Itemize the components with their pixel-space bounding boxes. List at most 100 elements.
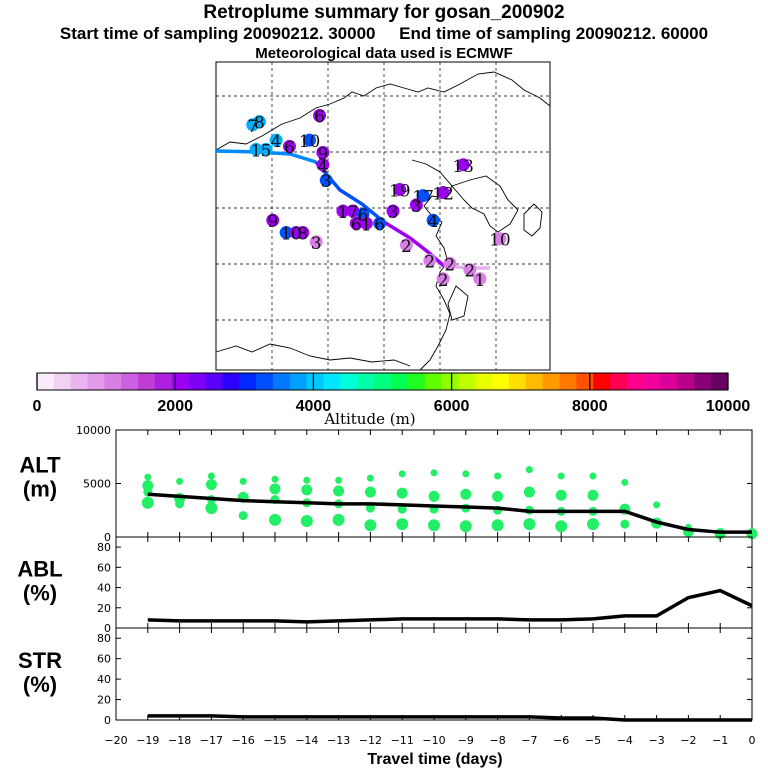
- plume-label: 6: [351, 215, 362, 235]
- panel-ylabel: ABL: [17, 557, 62, 582]
- colorbar-swatch: [542, 373, 560, 390]
- plume-label: 1: [251, 141, 262, 161]
- plume-dot: [436, 186, 450, 200]
- cluster-point: [175, 499, 185, 509]
- x-tick-label: 0: [749, 734, 756, 747]
- plume-label: 5: [261, 141, 272, 161]
- cluster-point: [523, 486, 535, 498]
- cluster-point: [587, 489, 599, 501]
- colorbar-swatch: [475, 373, 493, 390]
- plume-label: 4: [317, 157, 328, 177]
- plume-dot: [426, 213, 440, 227]
- colorbar-swatch: [171, 373, 190, 390]
- cluster-point: [396, 487, 408, 499]
- cluster-point: [491, 519, 504, 532]
- plume-dot: [373, 216, 387, 230]
- cluster-point: [366, 474, 374, 482]
- y-tick-label: 60: [97, 653, 111, 666]
- plume-label: 4: [271, 132, 282, 152]
- plume-dot: [493, 232, 507, 246]
- cluster-point: [430, 469, 438, 477]
- colorbar-swatch: [374, 373, 392, 390]
- plume-label: 2: [438, 271, 449, 291]
- panel-ylabel: STR: [18, 648, 62, 673]
- x-tick-label: −4: [617, 734, 633, 747]
- plume-label: 17: [412, 188, 434, 208]
- cluster-point: [207, 472, 215, 480]
- cluster-point: [621, 478, 629, 486]
- cluster-point: [462, 470, 470, 478]
- plume-dot: [416, 189, 430, 203]
- colorbar-swatch: [205, 373, 223, 390]
- plume-label: 8: [297, 225, 308, 245]
- plume-dot: [303, 133, 317, 147]
- plume-dot: [423, 253, 437, 267]
- cluster-point: [332, 513, 345, 526]
- altitude-colorbar: 0 2000 4000 6000 8000 10000: [33, 372, 750, 415]
- cluster-point: [142, 480, 154, 492]
- colorbar-swatch: [407, 373, 426, 390]
- x-tick-label: −1: [712, 734, 728, 747]
- plume-label: 1: [474, 271, 485, 291]
- plume-label: 6: [284, 138, 295, 158]
- cluster-point: [303, 476, 311, 484]
- colorbar-swatch: [390, 373, 409, 390]
- mean-altitude-line: [147, 492, 752, 534]
- cluster-point: [271, 475, 279, 483]
- colorbar-swatch: [458, 373, 476, 390]
- y-tick-label: 80: [97, 632, 111, 645]
- plume-label: 2: [444, 255, 455, 275]
- cluster-point: [335, 476, 343, 484]
- colorbar-tick-label: 8000: [572, 398, 608, 415]
- sampling-times: Start time of sampling 20090212. 30000 E…: [59, 24, 709, 43]
- plume-label: 1: [338, 203, 349, 223]
- plume-label: 3: [388, 203, 399, 223]
- x-tick-label: −19: [136, 734, 159, 747]
- plume-label: 1: [281, 225, 292, 245]
- colorbar-swatch: [340, 373, 358, 390]
- panel-alt: 0 5000 10000 ALT(m): [19, 424, 758, 544]
- cluster-point: [364, 519, 377, 532]
- plume-dot: [456, 158, 470, 172]
- x-tick-label: −8: [489, 734, 505, 747]
- cluster-point: [238, 511, 248, 521]
- x-tick-label: −13: [327, 734, 350, 747]
- plume-dot: [269, 133, 283, 147]
- plume-label: 6: [314, 108, 325, 128]
- cluster-point: [557, 472, 565, 480]
- plume-dot: [336, 204, 350, 218]
- plume-dot: [316, 158, 330, 172]
- y-tick-label: 0: [104, 622, 111, 635]
- plume-label: 1: [361, 215, 372, 235]
- x-tick-label: −11: [391, 734, 414, 747]
- colorbar-swatch: [239, 373, 257, 390]
- x-axis-label: Travel time (days): [367, 751, 502, 768]
- plume-dot: [399, 238, 413, 252]
- colorbar-swatch: [87, 373, 105, 390]
- panel-abl: 0 20 40 60 80 ABL(%): [17, 536, 753, 635]
- plume-dot: [282, 139, 296, 153]
- plume-label: 0: [291, 225, 302, 245]
- panel-ylabel: (%): [23, 672, 57, 697]
- cluster-point: [398, 470, 406, 478]
- plume-centroids: [246, 109, 507, 286]
- cluster-point: [523, 518, 536, 531]
- cluster-point: [555, 489, 567, 501]
- colorbar-swatch: [357, 373, 375, 390]
- colorbar-tick-label: 4000: [296, 398, 332, 415]
- plume-label: 6: [374, 215, 385, 235]
- colorbar-swatch: [154, 373, 173, 390]
- cluster-point: [494, 472, 502, 480]
- x-tick-label: −9: [458, 734, 474, 747]
- x-tick-label: −15: [263, 734, 286, 747]
- colorbar-swatch: [711, 373, 729, 390]
- plume-dot: [346, 204, 360, 218]
- cluster-point: [239, 477, 247, 485]
- plume-label: 12: [432, 185, 454, 205]
- x-tick-label: −6: [553, 734, 569, 747]
- cluster-point: [365, 503, 375, 513]
- colorbar-swatch: [441, 373, 459, 390]
- colorbar-swatch: [525, 373, 544, 390]
